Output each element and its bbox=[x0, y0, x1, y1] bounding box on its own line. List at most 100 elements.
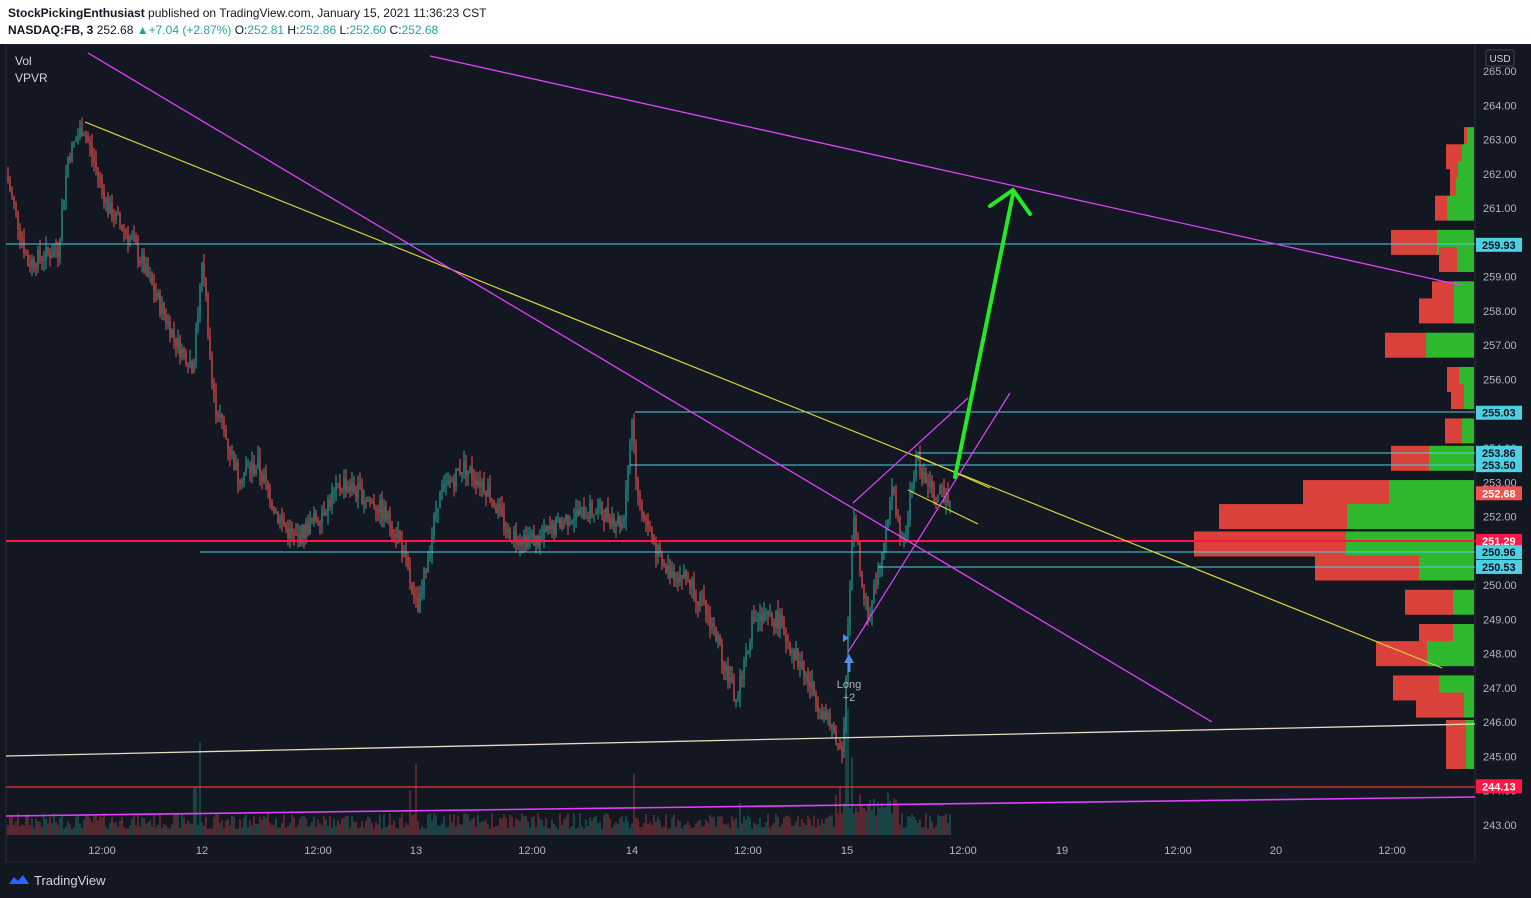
candle-body bbox=[755, 620, 757, 622]
candle-body bbox=[893, 486, 895, 494]
tradingview-logo[interactable]: TradingView bbox=[8, 873, 106, 888]
candle-body bbox=[197, 315, 199, 328]
volume-bar bbox=[853, 813, 855, 835]
volume-bar bbox=[323, 815, 325, 835]
candle-body bbox=[479, 481, 481, 488]
volume-bar bbox=[511, 816, 513, 835]
high-value: 252.86 bbox=[299, 23, 337, 37]
volume-bar bbox=[515, 818, 517, 835]
volume-bar bbox=[235, 828, 237, 835]
volume-bar bbox=[39, 821, 41, 835]
time-axis[interactable]: 12:00 12 12:00 13 12:00 14 12:00 15 12:00 19 12:00… bbox=[88, 845, 1406, 857]
price-chart[interactable]: Long +2 USD 243.00244.00245.00246.00247.… bbox=[0, 44, 1531, 862]
author-name[interactable]: StockPickingEnthusiast bbox=[8, 6, 145, 20]
candle-body bbox=[457, 469, 459, 471]
volume-bar bbox=[781, 824, 783, 835]
candle-body bbox=[427, 558, 429, 573]
volume-bar bbox=[771, 825, 773, 835]
volume-bar bbox=[709, 815, 711, 835]
candle-body bbox=[947, 493, 949, 503]
candle-body bbox=[177, 338, 179, 348]
volume-bar bbox=[501, 818, 503, 835]
volume-bar bbox=[223, 827, 225, 835]
candle-body bbox=[651, 530, 653, 538]
volume-bar bbox=[875, 815, 877, 835]
volume-bar bbox=[35, 818, 37, 835]
candle-body bbox=[313, 513, 315, 521]
volume-bar bbox=[931, 820, 933, 835]
volume-bar bbox=[801, 819, 803, 835]
candle-body bbox=[143, 255, 145, 273]
volume-bar bbox=[887, 792, 889, 835]
volume-bar bbox=[499, 817, 501, 835]
candle-body bbox=[881, 552, 883, 567]
volume-bar bbox=[61, 815, 63, 835]
candle-body bbox=[187, 365, 189, 368]
candle-body bbox=[393, 534, 395, 536]
candle-body bbox=[497, 504, 499, 513]
volume-bar bbox=[563, 819, 565, 835]
candle-body bbox=[545, 527, 547, 532]
volume-bar bbox=[779, 826, 781, 835]
candle-body bbox=[557, 517, 559, 519]
candle-body bbox=[607, 508, 609, 519]
candle-body bbox=[655, 543, 657, 556]
legend-vol[interactable]: Vol bbox=[15, 54, 32, 68]
volume-bar bbox=[409, 790, 411, 835]
vpvr-up-bar bbox=[1464, 384, 1474, 410]
candle-body bbox=[795, 648, 797, 660]
candle-body bbox=[113, 219, 115, 221]
candle-body bbox=[845, 676, 847, 727]
candle-body bbox=[519, 542, 521, 546]
candle-body bbox=[139, 260, 141, 263]
candle-body bbox=[389, 512, 391, 526]
volume-bar bbox=[927, 828, 929, 835]
candle-body bbox=[713, 623, 715, 627]
candle-body bbox=[511, 541, 513, 543]
volume-bar bbox=[331, 827, 333, 835]
candle-body bbox=[289, 528, 291, 538]
candle-body bbox=[239, 481, 241, 484]
volume-bar bbox=[287, 825, 289, 835]
candle-body bbox=[837, 743, 839, 745]
legend-vpvr[interactable]: VPVR bbox=[15, 71, 48, 85]
y-tick-label: 259.00 bbox=[1483, 272, 1517, 284]
flag-upper bbox=[914, 454, 991, 489]
vpvr-down-bar bbox=[1391, 229, 1437, 255]
candle-body bbox=[883, 542, 885, 553]
candle-body bbox=[759, 614, 761, 621]
candle-body bbox=[35, 267, 37, 269]
volume-bar bbox=[253, 816, 255, 835]
candle-body bbox=[873, 583, 875, 601]
candle-body bbox=[623, 518, 625, 523]
candle-body bbox=[123, 230, 125, 232]
volume-bar bbox=[295, 827, 297, 835]
volume-bar bbox=[923, 826, 925, 835]
volume-bar bbox=[815, 826, 817, 835]
candle-body bbox=[507, 528, 509, 533]
candle-body bbox=[469, 467, 471, 471]
support-line-beige bbox=[5, 723, 1476, 757]
candle-body bbox=[191, 361, 193, 373]
price-tag-bg bbox=[1476, 445, 1522, 460]
candle-body bbox=[401, 539, 403, 557]
candle-body bbox=[467, 470, 469, 476]
volume-bar bbox=[83, 819, 85, 835]
volume-bar bbox=[667, 828, 669, 835]
price-tag-label: 253.86 bbox=[1482, 448, 1516, 460]
volume-bar bbox=[439, 826, 441, 835]
candle-body bbox=[809, 682, 811, 689]
volume-bar bbox=[217, 814, 219, 835]
currency-badge[interactable] bbox=[1485, 49, 1515, 67]
volume-bar bbox=[123, 827, 125, 835]
volume-bar bbox=[629, 827, 631, 835]
candle-body bbox=[683, 570, 685, 578]
volume-bar bbox=[899, 824, 901, 835]
candle-body bbox=[205, 278, 207, 297]
volume-bar bbox=[745, 819, 747, 835]
volume-bar bbox=[311, 822, 313, 835]
candle-body bbox=[127, 234, 129, 243]
candle-body bbox=[251, 463, 253, 473]
candle-body bbox=[687, 577, 689, 580]
volume-bar bbox=[135, 825, 137, 835]
